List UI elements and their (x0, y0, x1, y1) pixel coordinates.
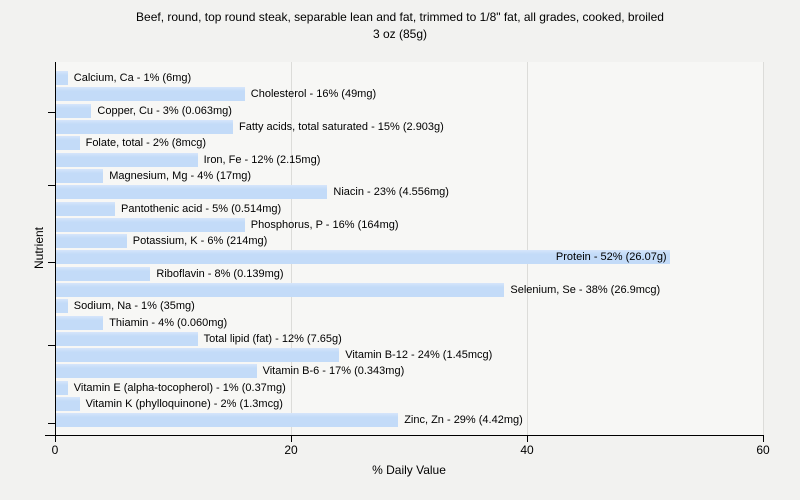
bar-cholesterol (56, 87, 245, 102)
bar-row: Folate, total - 2% (8mcg) (56, 135, 764, 151)
bar-row: Thiamin - 4% (0.060mg) (56, 314, 764, 330)
gridline (763, 62, 764, 435)
bar-label: Selenium, Se - 38% (26.9mcg) (510, 284, 661, 296)
bars-container: Calcium, Ca - 1% (6mg) Cholesterol - 16% … (56, 62, 764, 435)
plot-area: Calcium, Ca - 1% (6mg) Cholesterol - 16% … (55, 62, 764, 436)
bar-vitamin-b-6 (56, 364, 257, 379)
bar-label: Sodium, Na - 1% (35mg) (73, 300, 195, 313)
bar-sodium-na (56, 299, 68, 314)
bar-copper-cu (56, 103, 92, 118)
bar-label: Potassium, K - 6% (214mg) (132, 235, 268, 248)
x-tick (291, 436, 292, 442)
bar-row: Zinc, Zn - 29% (4.42mg) (56, 412, 764, 428)
bar-row: Copper, Cu - 3% (0.063mg) (56, 103, 764, 119)
x-tick-label: 40 (520, 443, 534, 457)
bar-label: Vitamin B-12 - 24% (1.45mcg) (345, 349, 493, 362)
x-tick-label: 20 (284, 443, 298, 457)
bar-folate-total (56, 136, 80, 151)
bar-row: Vitamin B-6 - 17% (0.343mg) (56, 363, 764, 379)
y-tick (48, 345, 55, 346)
bar-vitamin-b-12 (56, 348, 340, 363)
bar-label: Phosphorus, P - 16% (164mg) (250, 218, 399, 231)
bar-row: Magnesium, Mg - 4% (17mg) (56, 168, 764, 184)
chart-subtitle: 3 oz (85g) (372, 27, 428, 41)
x-tick-label: 0 (51, 443, 59, 457)
bar-label: Pantothenic acid - 5% (0.514mg) (121, 202, 282, 215)
bar-label: Riboflavin - 8% (0.139mg) (156, 267, 284, 280)
bar-label: Niacin - 23% (4.556mg) (333, 186, 449, 199)
bar-label: Thiamin - 4% (0.060mg) (109, 316, 228, 329)
y-tick (48, 185, 55, 186)
bar-label: Cholesterol - 16% (49mg) (250, 88, 377, 101)
bar-label: Iron, Fe - 12% (2.15mg) (203, 153, 321, 166)
bar-magnesium-mg (56, 168, 104, 183)
bar-label: Fatty acids, total saturated - 15% (2.90… (239, 121, 444, 134)
x-axis-left-extension (45, 435, 55, 436)
x-tick (763, 436, 764, 442)
bar-row: Cholesterol - 16% (49mg) (56, 86, 764, 102)
bar-thiamin (56, 315, 104, 330)
bar-selenium-se (56, 283, 505, 297)
bar-label: Vitamin E (alpha-tocopherol) - 1% (0.37m… (73, 381, 286, 394)
bar-total-lipid-fat (56, 331, 198, 346)
bar-row: Vitamin B-12 - 24% (1.45mcg) (56, 347, 764, 363)
bar-row: Potassium, K - 6% (214mg) (56, 233, 764, 249)
bar-label: Vitamin B-6 - 17% (0.343mg) (262, 365, 405, 378)
bar-niacin (56, 185, 328, 200)
bar-row: Vitamin K (phylloquinone) - 2% (1.3mcg) (56, 396, 764, 412)
bar-row: Protein - 52% (26.07g) (56, 249, 764, 265)
bar-row: Niacin - 23% (4.556mg) (56, 184, 764, 200)
x-tick-label: 60 (756, 443, 770, 457)
bar-label: Folate, total - 2% (8mcg) (85, 137, 207, 150)
bar-riboflavin (56, 266, 151, 281)
bar-fatty-acids-total-saturated (56, 120, 233, 135)
bar-row: Selenium, Se - 38% (26.9mcg) (56, 282, 764, 298)
bar-zinc-zn (56, 413, 399, 428)
bar-row: Fatty acids, total saturated - 15% (2.90… (56, 119, 764, 135)
y-tick (48, 423, 55, 424)
bar-label: Copper, Cu - 3% (0.063mg) (97, 104, 232, 117)
bar-label: Total lipid (fat) - 12% (7.65g) (203, 332, 342, 345)
chart-title: Beef, round, top round steak, separable … (136, 10, 664, 24)
x-tick (55, 436, 56, 442)
gridline (290, 62, 292, 435)
y-tick (48, 262, 55, 263)
y-axis-label: Nutrient (32, 226, 46, 270)
bar-label: Protein - 52% (26.07g) (555, 251, 667, 264)
bar-row: Calcium, Ca - 1% (6mg) (56, 70, 764, 86)
bar-vitamin-e-alpha-tocopherol (56, 380, 68, 395)
x-axis-label: % Daily Value (372, 463, 446, 477)
bar-label: Calcium, Ca - 1% (6mg) (73, 72, 192, 85)
bar-calcium-ca (56, 71, 68, 86)
bar-row: Total lipid (fat) - 12% (7.65g) (56, 331, 764, 347)
bar-row: Sodium, Na - 1% (35mg) (56, 298, 764, 314)
bar-phosphorus-p (56, 217, 245, 232)
x-tick (527, 436, 528, 442)
bar-protein: Protein - 52% (26.07g) (56, 250, 670, 265)
y-tick (48, 112, 55, 113)
bar-row: Riboflavin - 8% (0.139mg) (56, 266, 764, 282)
bar-potassium-k (56, 234, 127, 249)
bar-row: Vitamin E (alpha-tocopherol) - 1% (0.37m… (56, 380, 764, 396)
bar-label: Vitamin K (phylloquinone) - 2% (1.3mcg) (85, 398, 283, 411)
bar-row: Pantothenic acid - 5% (0.514mg) (56, 200, 764, 216)
gridline (526, 62, 528, 435)
bar-row: Iron, Fe - 12% (2.15mg) (56, 151, 764, 167)
bar-pantothenic-acid (56, 201, 115, 216)
bar-row: Phosphorus, P - 16% (164mg) (56, 217, 764, 233)
bar-label: Zinc, Zn - 29% (4.42mg) (404, 414, 523, 427)
bar-label: Magnesium, Mg - 4% (17mg) (109, 169, 252, 182)
bar-iron-fe (56, 152, 198, 167)
bar-vitamin-k-phylloquinone (56, 397, 80, 412)
